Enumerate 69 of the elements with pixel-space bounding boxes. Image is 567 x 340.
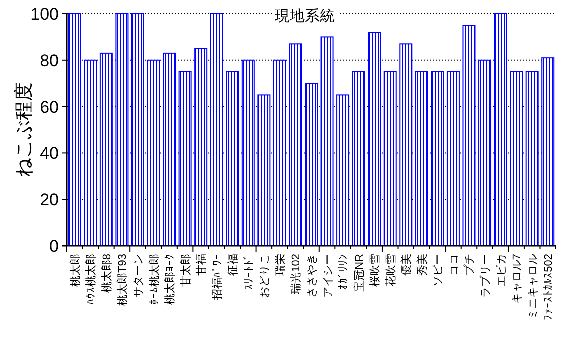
bar	[352, 72, 366, 246]
chart-title: 現地系統	[275, 8, 335, 25]
y-tick-label: 40	[40, 144, 59, 164]
bar	[415, 72, 428, 246]
y-axis-title: ねこぶ程度	[13, 82, 35, 178]
x-tick-label: プチ	[463, 254, 476, 276]
bar	[131, 14, 144, 246]
x-tick-label: 花吹雪	[384, 254, 398, 287]
bar	[368, 32, 382, 246]
x-tick-label: ﾌｧｰｽﾄｶﾙｽ502	[543, 254, 556, 320]
bar	[84, 60, 98, 246]
bar	[462, 25, 476, 246]
x-tick-label: ﾎｰﾑ桃太郎	[148, 254, 161, 305]
bar	[226, 72, 240, 246]
x-tick-label: おどりこ	[259, 254, 272, 298]
x-tick-label: ささやき	[306, 254, 318, 298]
y-tick-label: 60	[40, 98, 59, 117]
bar	[178, 72, 192, 246]
x-tick-label: 瑞光102	[290, 254, 303, 294]
x-tick-label: ｵｶﾞﾘﾘﾝ	[337, 254, 350, 290]
x-tick-label: ﾊｳｽ桃太郎	[84, 254, 98, 305]
x-tick-label: 桜吹雪	[370, 254, 382, 287]
x-tick-label: 桃太郎	[68, 254, 82, 287]
bar	[305, 83, 318, 246]
bar	[336, 94, 350, 246]
x-tick-label: ココ	[448, 254, 460, 276]
bar	[100, 52, 113, 246]
bar	[116, 14, 129, 246]
x-tick-label: 秀美	[416, 254, 429, 276]
bar	[147, 60, 160, 246]
bar	[431, 72, 444, 246]
x-tick-label: ミニキャロル	[527, 254, 540, 320]
bar	[400, 44, 413, 246]
y-tick-label: 20	[40, 190, 59, 210]
bar	[210, 14, 224, 246]
bar	[194, 48, 208, 246]
x-tick-label: 征福	[226, 254, 240, 276]
bar	[526, 72, 539, 246]
bar	[273, 60, 286, 246]
bar	[289, 44, 302, 246]
bar	[510, 72, 524, 246]
bar	[384, 72, 397, 246]
x-tick-label: サターン	[132, 254, 145, 298]
x-tick-label: ソピー	[432, 254, 445, 287]
y-tick-label: 80	[40, 51, 59, 70]
bar	[163, 52, 176, 246]
bar	[494, 14, 508, 246]
x-tick-label: キャロル7	[512, 254, 524, 304]
bar	[478, 60, 492, 246]
x-tick-label: ｽﾘｰﾄﾄﾞ	[242, 254, 256, 290]
x-tick-label: 桃太郎T93	[116, 254, 130, 306]
x-tick-label: 桃太郎8	[100, 254, 114, 294]
y-tick-label: 100	[30, 5, 59, 24]
x-tick-label: 招福ﾊﾟﾜｰ	[210, 254, 224, 301]
bar	[320, 36, 334, 246]
x-tick-label: アイシー	[322, 254, 334, 298]
bar	[258, 94, 271, 246]
bar	[242, 60, 255, 246]
x-tick-label: 優美	[400, 254, 414, 276]
x-tick-label: ラブリー	[479, 254, 492, 298]
y-tick-label: 0	[50, 237, 59, 256]
x-tick-label: 甘福	[195, 254, 208, 276]
bar	[542, 58, 555, 246]
x-tick-label: 宝冠NR	[352, 254, 366, 292]
x-tick-label: エピカ	[496, 254, 508, 287]
x-tick-label: 桃太郎ﾖｰｸ	[164, 254, 177, 305]
x-tick-label: 瑞栄	[274, 254, 287, 276]
x-tick-label: 甘太郎	[179, 254, 192, 287]
bar	[446, 72, 460, 246]
